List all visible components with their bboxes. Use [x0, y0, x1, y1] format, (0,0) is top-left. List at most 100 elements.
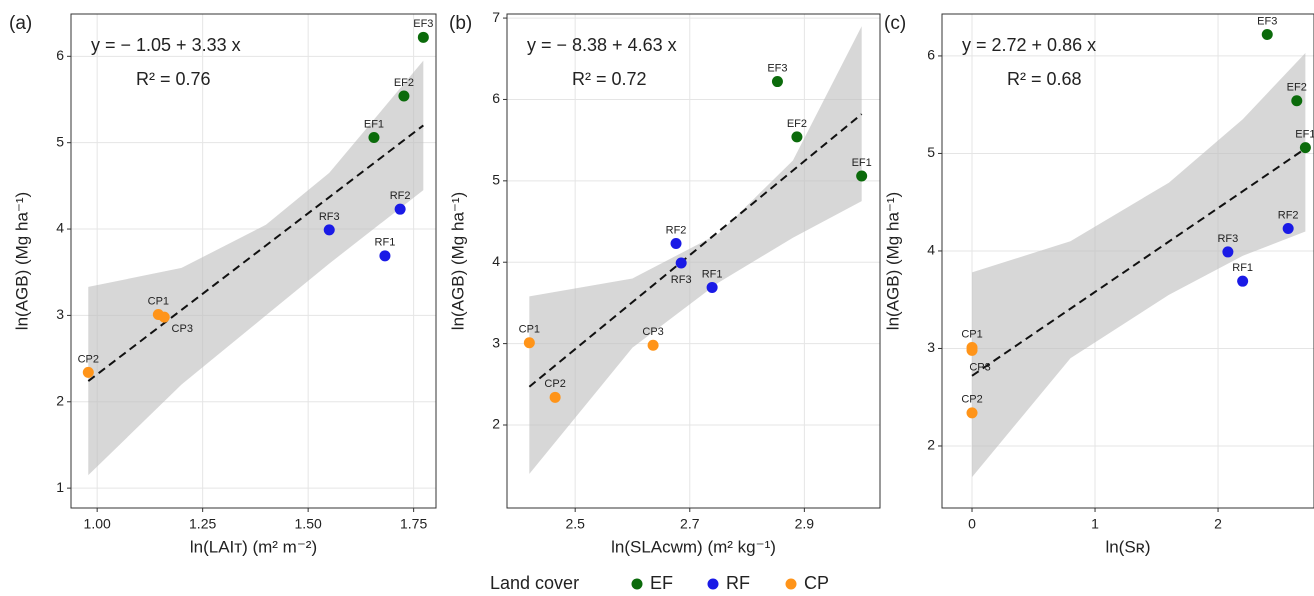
y-axis-label: ln(AGB) (Mg ha⁻¹) — [448, 192, 467, 330]
data-point — [549, 391, 561, 403]
y-tick-label: 2 — [56, 392, 64, 408]
x-tick-label: 1.00 — [84, 516, 111, 532]
y-tick-label: 5 — [56, 133, 64, 149]
data-point — [791, 131, 803, 143]
data-point — [82, 366, 94, 378]
legend-title: Land cover — [490, 573, 579, 593]
point-label: EF1 — [1295, 128, 1314, 140]
point-label: CP2 — [961, 394, 982, 406]
point-label: CP1 — [519, 324, 540, 336]
point-label: CP1 — [148, 295, 169, 307]
data-point — [398, 90, 410, 102]
data-point — [966, 344, 978, 356]
y-tick-label: 1 — [56, 479, 64, 495]
y-tick-label: 6 — [492, 90, 500, 106]
data-point — [771, 76, 783, 88]
point-label: RF2 — [666, 224, 687, 236]
y-tick-label: 4 — [927, 242, 935, 258]
point-label: EF2 — [787, 118, 807, 130]
data-point — [706, 281, 718, 293]
panel-label: (a) — [9, 13, 32, 34]
data-point — [417, 31, 429, 43]
data-point — [1299, 142, 1311, 154]
x-tick-label: 0 — [968, 516, 976, 532]
legend-swatch — [707, 578, 719, 590]
confidence-band — [972, 53, 1306, 478]
legend-swatch — [631, 578, 643, 590]
point-label: CP3 — [642, 326, 663, 338]
panel-label: (c) — [884, 13, 906, 34]
data-point — [966, 407, 978, 419]
y-tick-label: 3 — [56, 306, 64, 322]
data-point — [523, 337, 535, 349]
point-label: RF1 — [702, 268, 723, 280]
point-label: RF2 — [390, 190, 411, 202]
y-tick-label: 4 — [56, 220, 64, 236]
y-tick-label: 6 — [56, 47, 64, 63]
data-point — [158, 311, 170, 323]
x-tick-label: 1.75 — [400, 516, 427, 532]
plot-border — [506, 13, 881, 509]
data-point — [647, 339, 659, 351]
legend-swatch — [785, 578, 797, 590]
point-label: EF2 — [394, 77, 414, 89]
point-label: EF1 — [364, 118, 384, 130]
point-label: EF2 — [1287, 82, 1307, 94]
equation: y = 2.72 + 0.86 x — [962, 35, 1096, 55]
plot-border — [70, 13, 437, 509]
x-axis-label: ln(Sʀ) — [1105, 537, 1150, 556]
point-label: EF1 — [852, 157, 872, 169]
y-axis-label: ln(AGB) (Mg ha⁻¹) — [12, 192, 31, 330]
y-tick-label: 3 — [927, 339, 935, 355]
y-tick-label: 5 — [492, 172, 500, 188]
fit-line — [528, 113, 863, 388]
y-tick-label: 5 — [927, 144, 935, 160]
x-tick-label: 2 — [1214, 516, 1222, 532]
point-label: CP3 — [172, 323, 193, 335]
y-tick-label: 3 — [492, 334, 500, 350]
equation: y = − 8.38 + 4.63 x — [527, 35, 677, 55]
point-label: RF3 — [319, 211, 340, 223]
y-tick-label: 4 — [492, 253, 500, 269]
point-label: CP1 — [961, 328, 982, 340]
data-point — [1261, 28, 1273, 40]
data-point — [379, 250, 391, 262]
y-tick-label: 2 — [492, 416, 500, 432]
data-point — [323, 224, 335, 236]
point-label: CP2 — [78, 353, 99, 365]
point-label: RF2 — [1278, 209, 1299, 221]
x-tick-label: 2.9 — [795, 516, 815, 532]
x-axis-label: ln(SLAcwm) (m² kg⁻¹) — [611, 537, 776, 556]
point-label: RF3 — [1217, 233, 1238, 245]
legend-label: CP — [804, 573, 829, 593]
x-tick-label: 1.25 — [189, 516, 216, 532]
plot-border — [941, 13, 1314, 509]
r-squared: R² = 0.72 — [572, 69, 647, 89]
equation: y = − 1.05 + 3.33 x — [91, 35, 241, 55]
fit-line — [87, 124, 424, 382]
point-label: RF1 — [1232, 262, 1253, 274]
point-label: CP3 — [969, 361, 990, 373]
point-label: CP2 — [544, 378, 565, 390]
y-axis-label: ln(AGB) (Mg ha⁻¹) — [883, 192, 902, 330]
data-point — [1237, 275, 1249, 287]
legend-label: RF — [726, 573, 750, 593]
x-axis-label: ln(LAIᴛ) (m² m⁻²) — [190, 537, 317, 556]
point-label: RF1 — [375, 237, 396, 249]
x-tick-label: 2.7 — [680, 516, 700, 532]
fit-line — [971, 147, 1306, 377]
data-point — [1222, 246, 1234, 258]
data-point — [1282, 223, 1294, 235]
data-point — [670, 238, 682, 250]
r-squared: R² = 0.76 — [136, 69, 211, 89]
confidence-band — [88, 60, 424, 476]
point-label: RF3 — [671, 274, 692, 286]
data-point — [1291, 95, 1303, 107]
data-point — [675, 257, 687, 269]
r-squared: R² = 0.68 — [1007, 69, 1082, 89]
data-point — [394, 203, 406, 215]
y-tick-label: 6 — [927, 47, 935, 63]
x-tick-label: 1 — [1091, 516, 1099, 532]
y-tick-label: 2 — [927, 437, 935, 453]
